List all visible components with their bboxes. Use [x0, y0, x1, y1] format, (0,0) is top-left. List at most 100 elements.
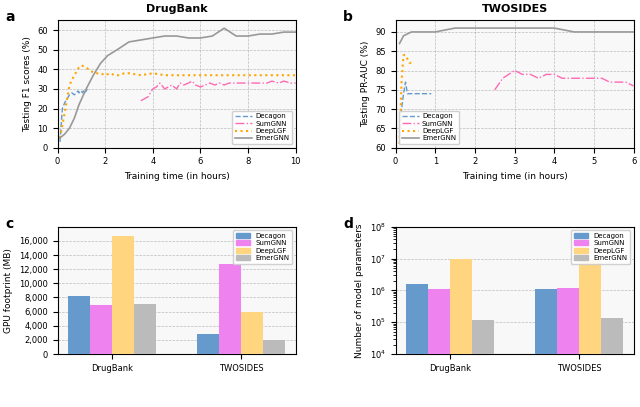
SumGNN [180, 83, 188, 88]
EmerGNN [570, 29, 578, 34]
EmerGNN [137, 37, 145, 42]
DeepLGF [408, 60, 415, 65]
Y-axis label: GPU footprint (MB): GPU footprint (MB) [4, 248, 13, 333]
Bar [535, 289, 557, 407]
Decagon [74, 88, 82, 93]
Decagon [58, 106, 66, 111]
SumGNN [202, 83, 209, 88]
EmerGNN [471, 26, 479, 31]
DeepLGF [232, 73, 240, 78]
SumGNN [256, 81, 264, 85]
DeepLGF [244, 73, 252, 78]
EmerGNN [256, 32, 264, 37]
Text: b: b [343, 10, 353, 24]
EmerGNN [149, 35, 157, 40]
SumGNN [558, 76, 566, 81]
DeepLGF [161, 73, 168, 78]
Decagon [399, 91, 407, 96]
Y-axis label: Testing PR-AUC (%): Testing PR-AUC (%) [361, 41, 370, 127]
Decagon [81, 90, 89, 95]
Decagon [76, 88, 84, 93]
SumGNN [275, 81, 283, 85]
EmerGNN [61, 131, 68, 136]
SumGNN [491, 88, 499, 92]
Bar [472, 320, 494, 407]
Line: SumGNN: SumGNN [141, 81, 296, 101]
Bar [241, 312, 263, 354]
Decagon [428, 91, 435, 96]
SumGNN [185, 81, 193, 85]
SumGNN [511, 68, 518, 73]
SumGNN [582, 76, 590, 81]
DeepLGF [173, 73, 180, 78]
Line: EmerGNN: EmerGNN [399, 28, 634, 44]
SumGNN [137, 98, 145, 103]
Line: Decagon: Decagon [399, 82, 431, 144]
SumGNN [156, 81, 164, 85]
EmerGNN [396, 41, 403, 46]
EmerGNN [125, 39, 133, 44]
DeepLGF [397, 80, 405, 85]
DeepLGF [406, 60, 413, 65]
DeepLGF [101, 73, 109, 78]
Bar [601, 317, 623, 407]
X-axis label: Training time (in hours): Training time (in hours) [124, 172, 230, 181]
EmerGNN [280, 30, 287, 35]
EmerGNN [610, 29, 618, 34]
DeepLGF [56, 136, 64, 140]
EmerGNN [292, 30, 300, 35]
SumGNN [287, 81, 294, 85]
Bar [406, 284, 428, 407]
SumGNN [292, 81, 300, 85]
SumGNN [211, 83, 218, 88]
EmerGNN [415, 29, 423, 34]
SumGNN [196, 85, 204, 90]
SumGNN [543, 72, 550, 77]
EmerGNN [209, 34, 216, 39]
SumGNN [614, 80, 621, 85]
DeepLGF [280, 73, 287, 78]
Decagon [408, 91, 415, 96]
SumGNN [566, 76, 574, 81]
Decagon [80, 88, 88, 93]
DeepLGF [116, 73, 124, 78]
SumGNN [220, 83, 228, 88]
DeepLGF [404, 57, 412, 61]
Decagon [412, 91, 419, 96]
Bar [68, 296, 90, 354]
EmerGNN [70, 116, 78, 121]
DeepLGF [92, 71, 100, 76]
Bar [90, 304, 112, 354]
SumGNN [161, 87, 168, 92]
SumGNN [630, 83, 637, 88]
DeepLGF [256, 73, 264, 78]
SumGNN [225, 81, 233, 85]
EmerGNN [220, 26, 228, 31]
Decagon [61, 100, 68, 105]
Decagon [70, 92, 78, 97]
EmerGNN [173, 34, 180, 39]
SumGNN [606, 80, 614, 85]
EmerGNN [185, 35, 193, 40]
Decagon [83, 88, 90, 93]
SumGNN [534, 76, 542, 81]
EmerGNN [531, 26, 538, 31]
DeepLGF [70, 73, 78, 78]
SumGNN [152, 85, 160, 90]
SumGNN [164, 85, 172, 90]
SumGNN [252, 81, 259, 85]
Decagon [397, 107, 405, 112]
SumGNN [622, 80, 630, 85]
DeepLGF [220, 73, 228, 78]
SumGNN [177, 81, 184, 85]
Legend: Decagon, SumGNN, DeepLGF, EmerGNN: Decagon, SumGNN, DeepLGF, EmerGNN [571, 230, 630, 264]
SumGNN [268, 79, 276, 83]
EmerGNN [424, 29, 431, 34]
Text: d: d [343, 217, 353, 230]
EmerGNN [66, 126, 74, 131]
Line: DeepLGF: DeepLGF [399, 55, 412, 144]
Legend: Decagon, SumGNN, DeepLGF, EmerGNN: Decagon, SumGNN, DeepLGF, EmerGNN [233, 230, 292, 264]
Legend: Decagon, SumGNN, DeepLGF, EmerGNN: Decagon, SumGNN, DeepLGF, EmerGNN [399, 111, 459, 144]
Legend: Decagon, SumGNN, DeepLGF, EmerGNN: Decagon, SumGNN, DeepLGF, EmerGNN [232, 111, 292, 144]
SumGNN [192, 83, 200, 88]
